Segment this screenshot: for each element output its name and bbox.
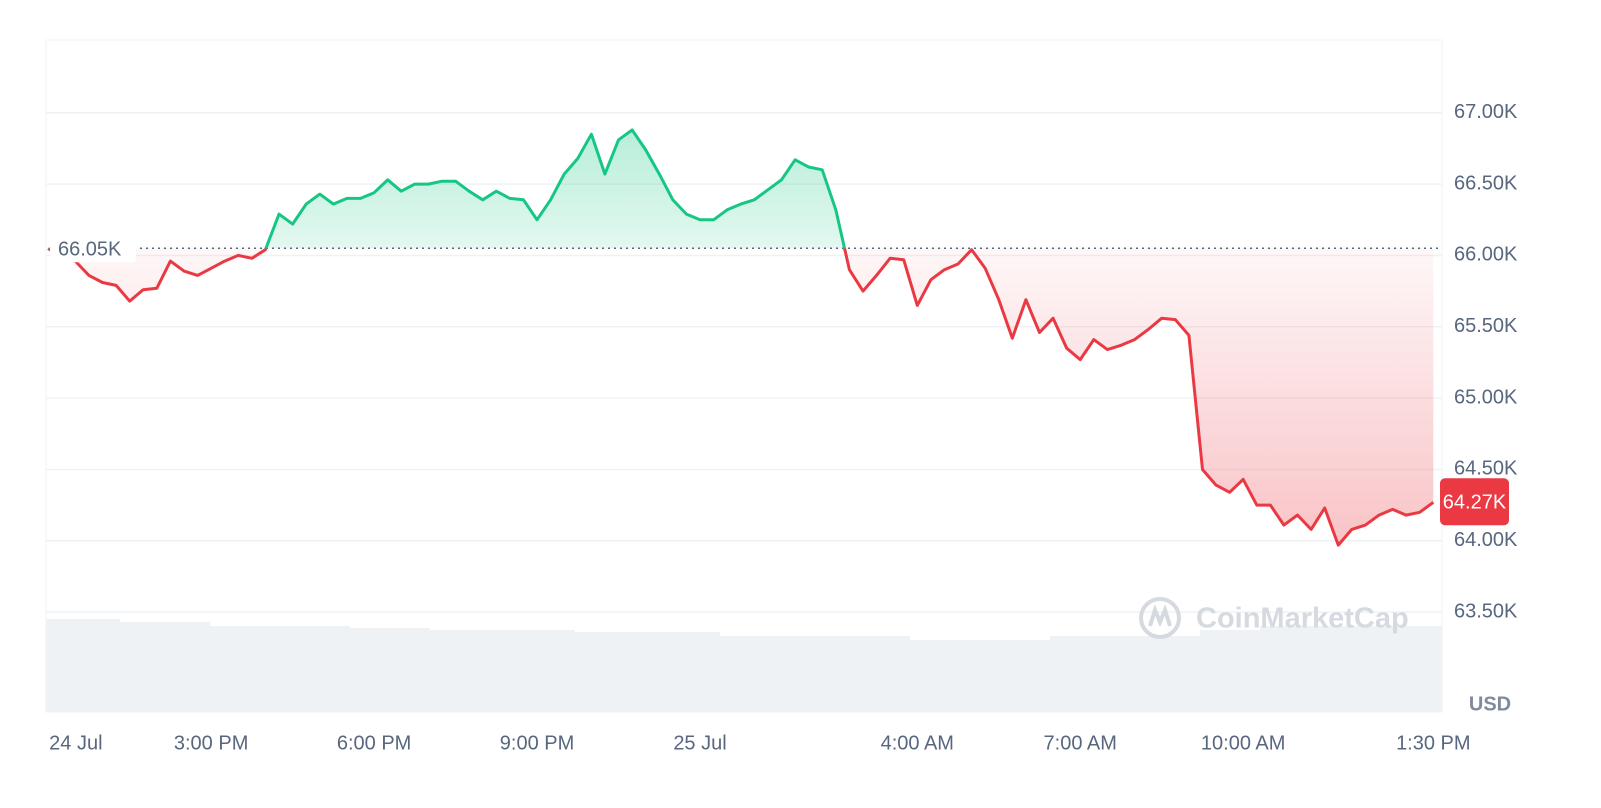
x-tick-label: 10:00 AM bbox=[1201, 732, 1286, 754]
baseline-label-bg bbox=[50, 234, 136, 263]
grid bbox=[46, 112, 1442, 613]
x-tick-label: 6:00 PM bbox=[337, 732, 411, 754]
x-tick-label: 9:00 PM bbox=[500, 732, 574, 754]
volume-area bbox=[46, 619, 1442, 712]
currency-label: USD bbox=[1469, 693, 1511, 715]
y-tick-label: 65.50K bbox=[1454, 315, 1518, 337]
x-tick-label: 25 Jul bbox=[673, 732, 726, 754]
x-tick-label: 4:00 AM bbox=[881, 732, 954, 754]
baseline-label: 66.05K bbox=[58, 239, 122, 261]
x-tick-label: 3:00 PM bbox=[174, 732, 248, 754]
x-tick-label: 1:30 PM bbox=[1396, 732, 1470, 754]
x-tick-label: 7:00 AM bbox=[1044, 732, 1117, 754]
y-tick-label: 64.00K bbox=[1454, 529, 1518, 551]
current-price-label: 64.27K bbox=[1443, 492, 1507, 514]
area-fill bbox=[48, 129, 1434, 546]
y-tick-label: 63.50K bbox=[1454, 600, 1518, 622]
x-tick-label: 24 Jul bbox=[49, 732, 102, 754]
plot: 66.05K bbox=[47, 128, 1442, 547]
watermark-logo bbox=[1139, 597, 1181, 639]
y-tick-label: 67.00K bbox=[1454, 101, 1518, 123]
watermark: CoinMarketCap bbox=[1139, 597, 1409, 639]
price-line bbox=[47, 128, 1435, 547]
y-tick-label: 65.00K bbox=[1454, 386, 1518, 408]
watermark-logo-mark bbox=[1148, 604, 1172, 628]
watermark-text: CoinMarketCap bbox=[1196, 603, 1409, 635]
y-tick-label: 66.00K bbox=[1454, 244, 1518, 266]
y-tick-label: 64.50K bbox=[1454, 458, 1518, 480]
current-price-badge bbox=[1440, 478, 1509, 526]
y-tick-label: 66.50K bbox=[1454, 172, 1518, 194]
